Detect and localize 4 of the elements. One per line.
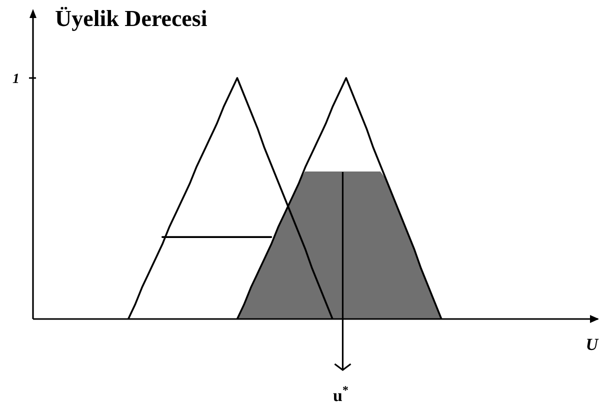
text: u$^{*}$ xyxy=(333,383,348,405)
x-axis-title: U xyxy=(586,335,599,354)
text: 1 xyxy=(12,72,20,87)
y-axis-title: Üyelik Derecesi xyxy=(55,6,208,31)
